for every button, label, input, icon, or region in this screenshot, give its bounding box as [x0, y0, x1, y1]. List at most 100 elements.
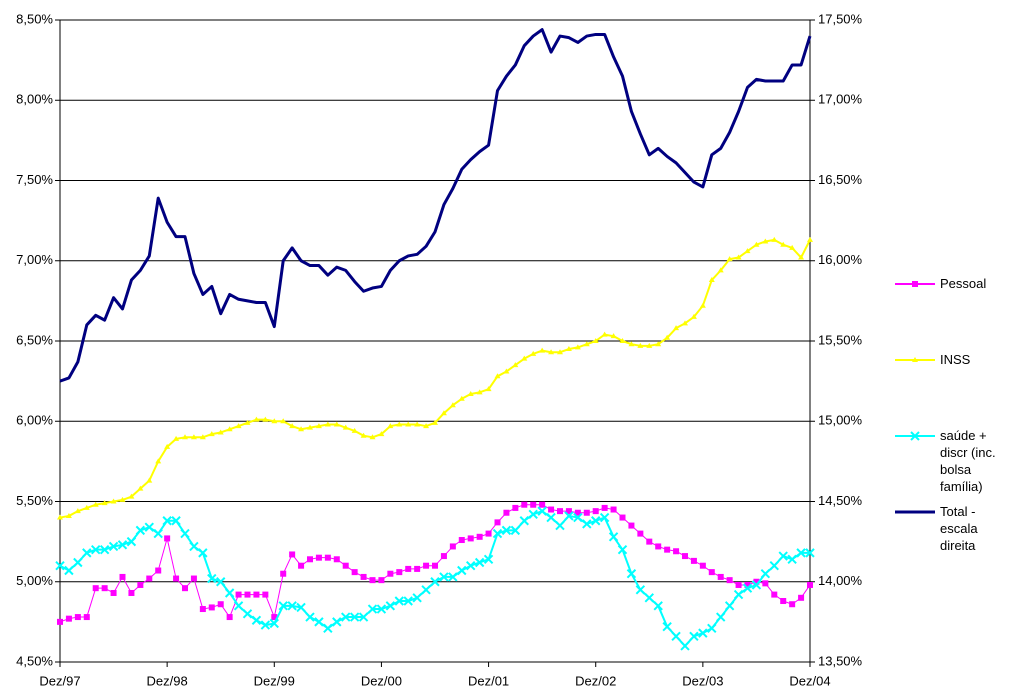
marker: [646, 538, 653, 545]
marker: [655, 543, 662, 550]
marker: [128, 589, 135, 596]
marker: [474, 557, 485, 568]
marker: [591, 516, 601, 526]
marker: [64, 565, 74, 576]
marker: [626, 569, 637, 579]
marker: [582, 519, 592, 529]
marker: [564, 511, 574, 521]
marker: [699, 302, 706, 308]
marker: [440, 553, 447, 560]
marker: [296, 602, 306, 613]
marker: [608, 532, 619, 542]
marker: [789, 601, 796, 608]
marker: [73, 557, 83, 568]
marker: [717, 573, 724, 580]
marker: [673, 325, 680, 331]
legend-label: INSS: [940, 352, 971, 367]
marker: [457, 565, 467, 576]
marker: [126, 536, 137, 547]
marker: [708, 569, 715, 576]
marker: [440, 410, 447, 416]
marker: [690, 557, 697, 564]
marker: [448, 572, 458, 582]
marker: [610, 506, 617, 513]
marker: [146, 477, 153, 483]
marker: [485, 386, 492, 392]
marker: [548, 506, 555, 513]
marker: [349, 612, 360, 622]
marker: [155, 567, 162, 574]
series: [57, 501, 813, 625]
marker: [698, 628, 708, 638]
marker: [387, 570, 394, 577]
marker: [271, 614, 278, 621]
marker: [467, 535, 474, 542]
series: [55, 506, 815, 651]
marker: [171, 516, 181, 526]
marker: [601, 504, 608, 511]
marker: [190, 434, 197, 440]
marker: [753, 578, 760, 585]
marker: [762, 238, 769, 244]
marker: [164, 443, 171, 449]
marker: [439, 572, 449, 582]
marker: [414, 421, 421, 427]
marker: [280, 570, 287, 577]
marker: [315, 554, 322, 561]
marker: [341, 612, 351, 622]
y-tick-label: 4,50%: [16, 653, 53, 668]
marker: [251, 615, 262, 625]
marker: [449, 543, 456, 550]
x-tick-label: Dez/04: [789, 673, 830, 688]
marker: [182, 434, 188, 440]
marker: [716, 612, 726, 622]
y2-tick-label: 13,50%: [818, 653, 863, 668]
marker: [378, 577, 385, 584]
marker: [82, 548, 92, 558]
marker: [744, 248, 751, 254]
marker: [430, 577, 440, 587]
marker: [146, 575, 153, 582]
marker: [244, 591, 251, 598]
marker: [565, 346, 572, 352]
marker: [332, 617, 342, 627]
marker: [92, 501, 99, 507]
y-tick-label: 6,00%: [16, 413, 53, 428]
marker: [385, 601, 396, 611]
marker: [682, 320, 688, 326]
marker: [592, 338, 599, 343]
y2-tick-label: 16,00%: [818, 252, 863, 267]
marker: [394, 596, 404, 606]
marker: [226, 426, 233, 432]
marker: [726, 256, 733, 262]
marker: [235, 423, 242, 429]
marker: [662, 621, 672, 632]
marker: [492, 528, 503, 539]
marker: [733, 589, 744, 600]
marker: [162, 516, 172, 526]
marker: [333, 421, 340, 427]
y-tick-label: 6,50%: [16, 332, 53, 347]
marker: [128, 493, 135, 499]
marker: [637, 530, 644, 537]
marker: [423, 423, 430, 429]
marker: [342, 562, 349, 569]
marker: [333, 556, 340, 563]
marker: [224, 588, 235, 598]
marker: [628, 341, 635, 347]
marker: [717, 267, 724, 273]
marker: [307, 424, 313, 430]
y-tick-label: 8,00%: [16, 92, 53, 107]
marker: [574, 509, 581, 516]
marker: [217, 601, 224, 608]
marker: [619, 514, 626, 521]
marker: [91, 544, 101, 555]
marker: [708, 277, 715, 283]
marker: [180, 528, 190, 539]
marker: [108, 541, 119, 552]
marker: [485, 530, 492, 537]
legend-label: Total - escala direita: [940, 504, 978, 553]
marker: [664, 546, 671, 553]
series-line: [59, 28, 812, 383]
marker: [690, 313, 697, 319]
